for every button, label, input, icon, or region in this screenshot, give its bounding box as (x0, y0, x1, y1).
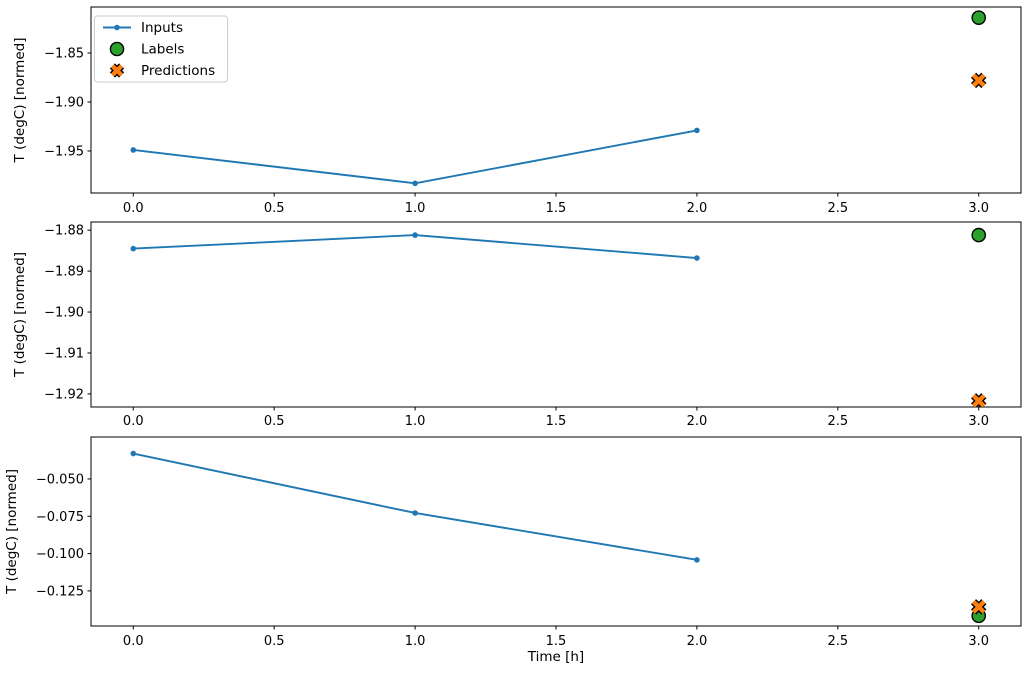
x-tick-label: 0.0 (123, 201, 144, 216)
inputs-marker (130, 245, 137, 252)
y-axis-label: T (degC) [normed] (4, 469, 20, 595)
x-tick-label: 3.0 (968, 414, 989, 429)
x-tick-label: 0.5 (264, 201, 285, 216)
legend-x-sample (109, 63, 125, 78)
y-tick-label: −1.88 (44, 224, 84, 239)
x-axis-label: Time [h] (527, 649, 584, 665)
x-tick-label: 2.0 (687, 201, 708, 216)
inputs-marker (694, 557, 700, 563)
x-tick-label: 2.0 (687, 414, 708, 429)
legend-entry-labels: Labels (109, 41, 184, 58)
legend: Inputs Labels Predictions (94, 15, 228, 83)
y-tick-label: −1.95 (44, 144, 84, 159)
inputs-marker (130, 147, 137, 153)
legend-circle-sample (109, 41, 125, 57)
labels-marker (971, 10, 987, 25)
y-tick-label: −1.90 (44, 306, 84, 321)
y-axis-label: T (degC) [normed] (12, 252, 28, 378)
predictions-marker (970, 393, 987, 407)
legend-entry-inputs: Inputs (103, 20, 183, 36)
labels-marker (971, 227, 987, 243)
legend-label: Predictions (141, 63, 215, 79)
inputs-marker (412, 232, 418, 238)
x-tick-label: 1.5 (546, 414, 567, 429)
x-tick-label: 3.0 (968, 201, 989, 216)
x-tick-label: 2.5 (827, 634, 848, 649)
y-tick-label: −0.075 (36, 510, 84, 525)
y-tick-label: −1.89 (44, 265, 84, 280)
predictions-marker (970, 599, 987, 615)
inputs-marker (130, 450, 137, 457)
y-tick-label: −0.050 (36, 472, 84, 487)
y-axis-label: T (degC) [normed] (12, 38, 28, 164)
inputs-marker (694, 127, 700, 134)
legend-dot-sample (114, 24, 120, 31)
x-tick-label: 0.5 (264, 414, 285, 429)
x-tick-label: 1.0 (405, 634, 426, 649)
axes-frame (90, 6, 1022, 194)
inputs-marker (412, 180, 418, 187)
y-tick-label: −0.100 (36, 547, 84, 562)
axes-frame (90, 436, 1022, 627)
x-tick-label: 0.0 (123, 634, 144, 649)
x-tick-label: 0.0 (123, 414, 144, 429)
legend-label: Labels (141, 42, 184, 58)
x-tick-label: 1.0 (405, 414, 426, 429)
y-tick-label: −1.85 (44, 46, 84, 61)
x-tick-label: 3.0 (968, 634, 989, 649)
inputs-marker (412, 510, 418, 516)
inputs-marker (694, 255, 700, 261)
x-tick-label: 0.5 (264, 634, 285, 649)
subplot-2: 0.0 0.5 1.0 1.5 2.0 2.5 3.0 −1.88 −1.89 −1.90 −1.9… (12, 221, 1022, 429)
x-tick-label: 2.5 (827, 201, 848, 216)
legend-entry-predictions: Predictions (109, 63, 215, 79)
y-tick-label: −1.90 (44, 95, 84, 110)
x-tick-label: 1.0 (405, 201, 426, 216)
y-tick-label: −1.91 (44, 346, 84, 361)
x-tick-label: 2.0 (687, 634, 708, 649)
legend-label: Inputs (141, 20, 183, 36)
legend-box (94, 15, 228, 83)
subplot-1: 0.0 0.5 1.0 1.5 2.0 2.5 3.0 −1.85 −1.90 −1.95 T (d… (12, 6, 1022, 216)
x-tick-label: 2.5 (827, 414, 848, 429)
x-tick-label: 1.5 (546, 634, 567, 649)
x-tick-label: 1.5 (546, 201, 567, 216)
axes-frame (90, 221, 1022, 408)
y-tick-label: −0.125 (36, 584, 84, 599)
subplot-3: 0.0 0.5 1.0 1.5 2.0 2.5 3.0 −0.050 −0.075 −0.100 −… (4, 436, 1022, 665)
y-tick-label: −1.92 (44, 387, 84, 402)
predictions-marker (970, 72, 987, 89)
